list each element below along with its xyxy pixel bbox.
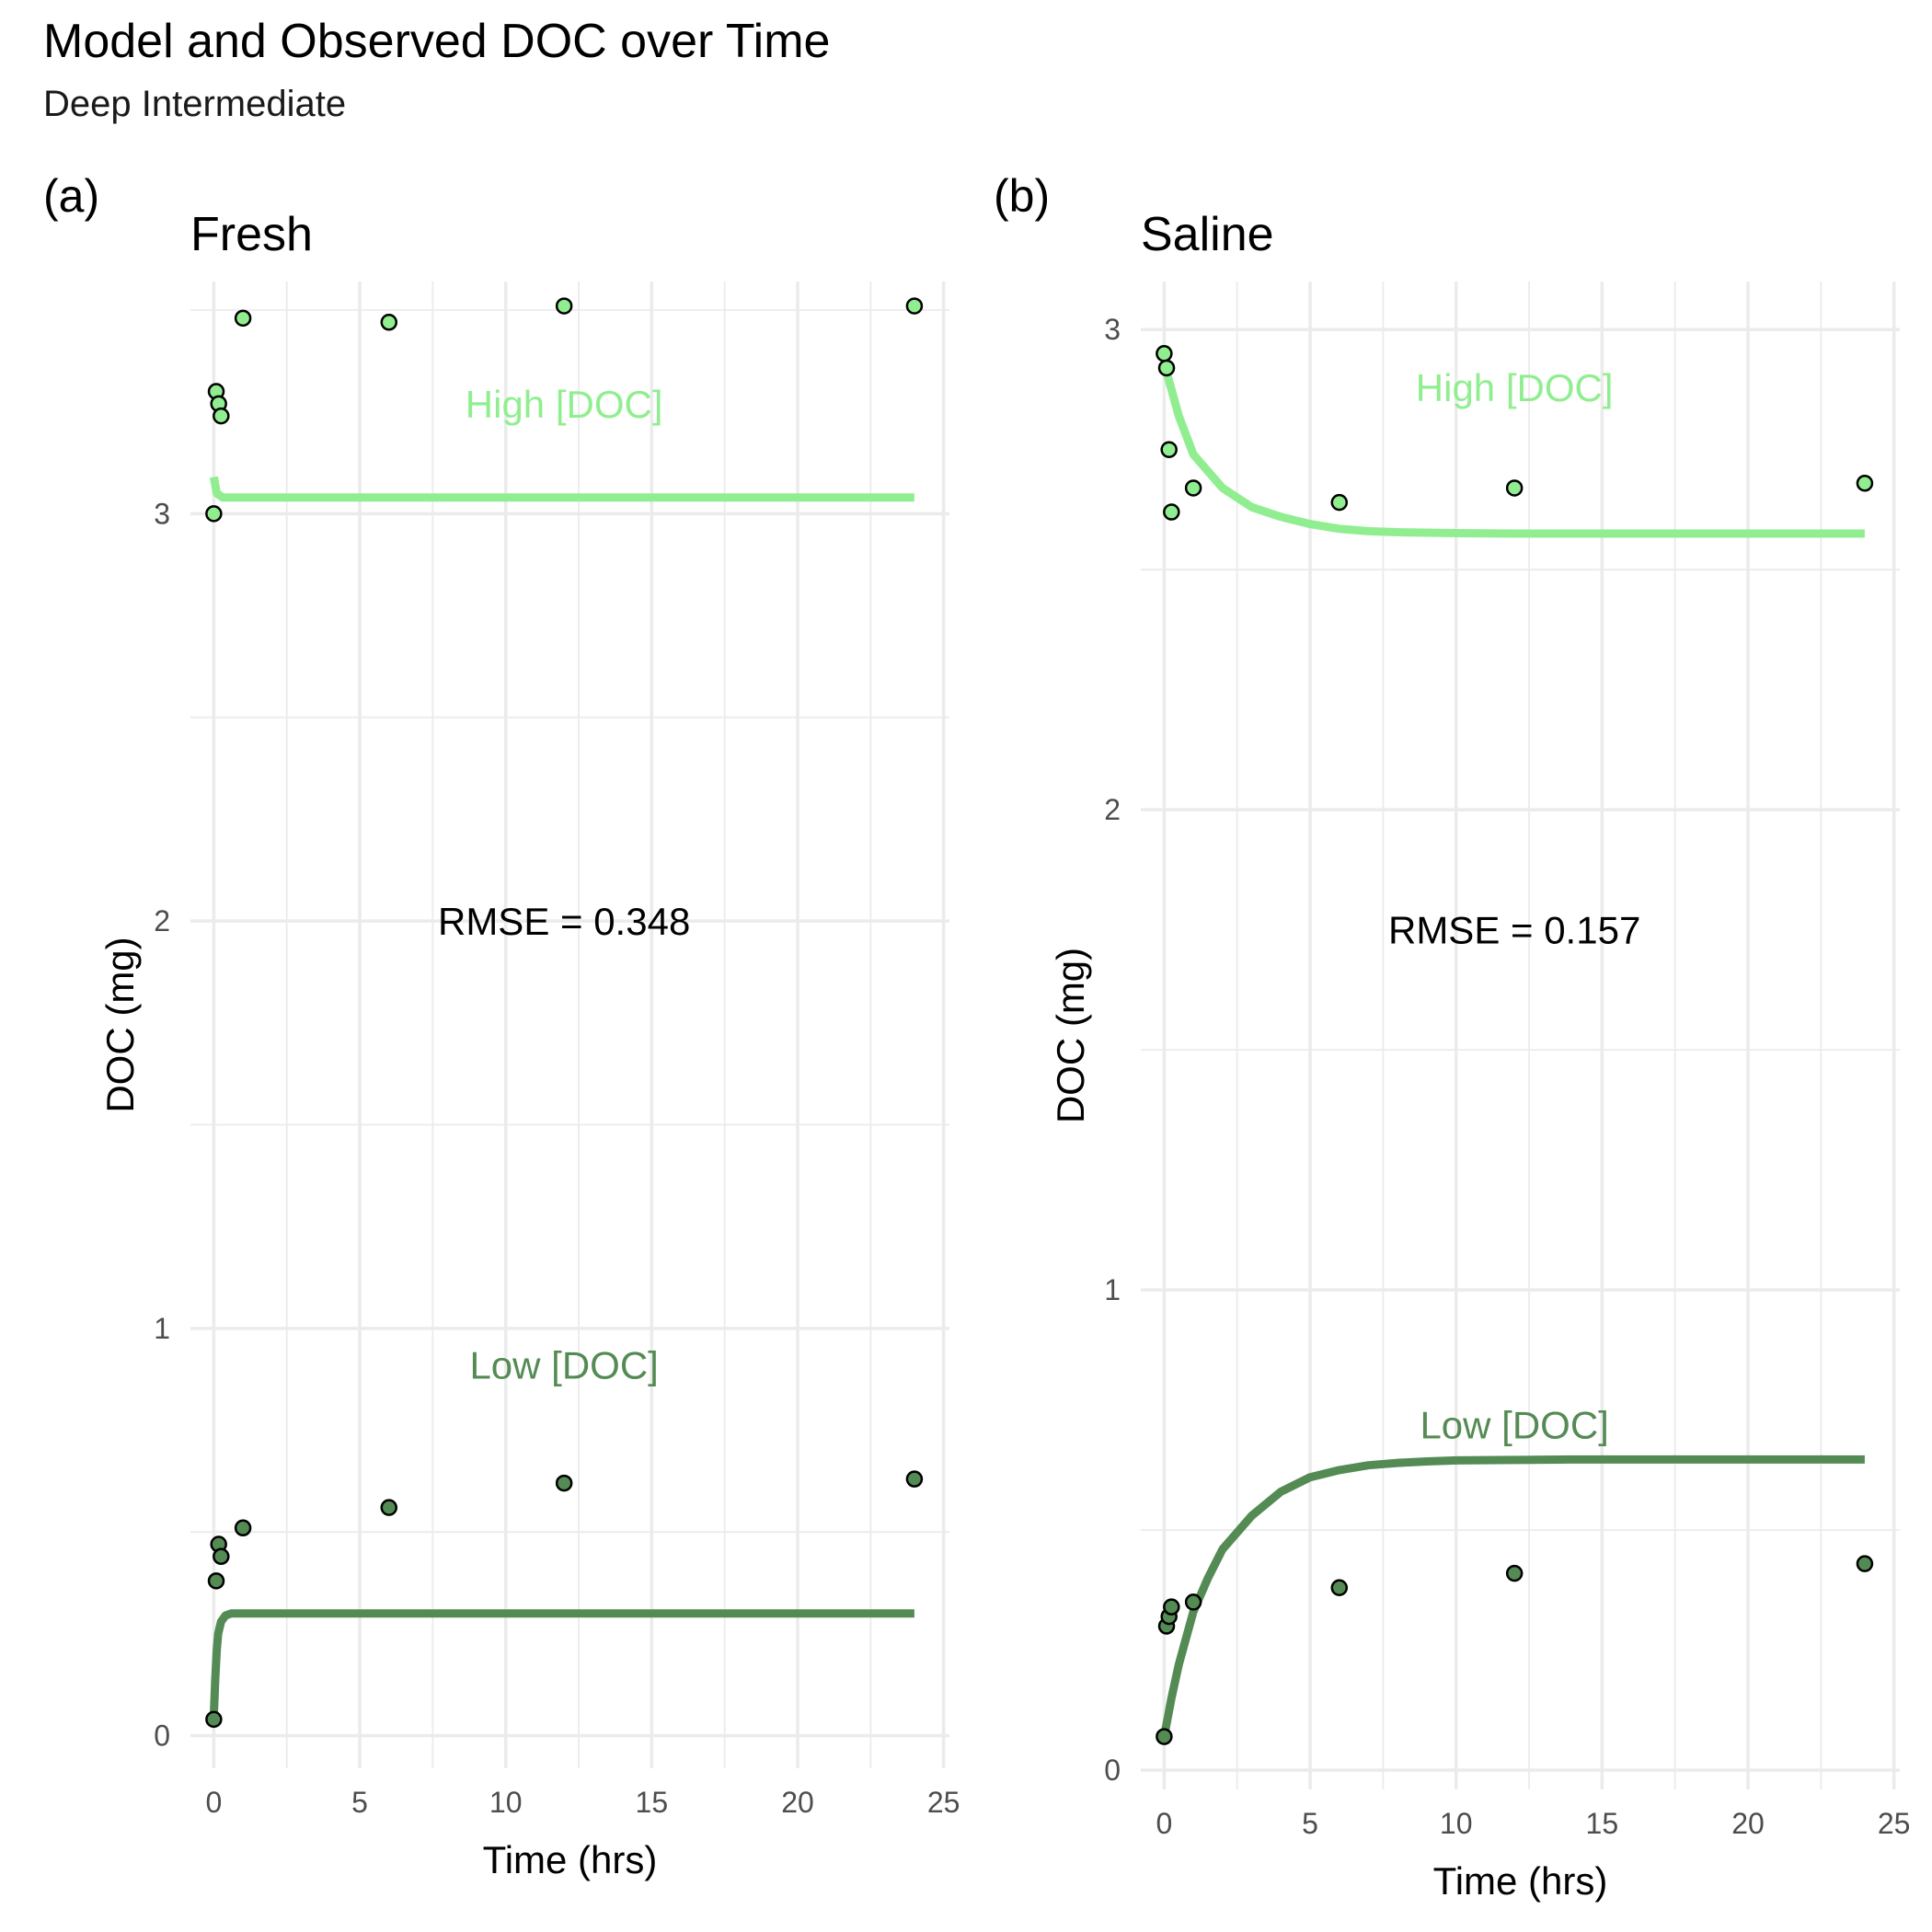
observed-point xyxy=(1330,1579,1349,1597)
x-tick-label: 10 xyxy=(1440,1807,1473,1840)
observed-point xyxy=(1856,474,1874,492)
model-line xyxy=(209,1609,914,1716)
observed-point xyxy=(905,1470,924,1488)
observed-point xyxy=(1184,1593,1202,1611)
x-axis-title: Time (hrs) xyxy=(1433,1859,1608,1903)
x-tick-label: 0 xyxy=(1156,1807,1172,1840)
y-tick-label: 2 xyxy=(154,904,170,937)
panel-tag: (b) xyxy=(994,170,1050,222)
y-tick-label: 0 xyxy=(1104,1754,1121,1787)
y-tick-label: 1 xyxy=(154,1312,170,1345)
x-tick-label: 5 xyxy=(351,1786,368,1819)
observed-point xyxy=(905,297,924,315)
x-tick-label: 20 xyxy=(781,1786,814,1819)
observed-point xyxy=(1505,1564,1524,1582)
y-tick-label: 2 xyxy=(1104,793,1121,826)
series-label: Low [DOC] xyxy=(1420,1403,1608,1446)
x-axis-title: Time (hrs) xyxy=(483,1838,658,1881)
y-tick-label: 1 xyxy=(1104,1273,1121,1306)
observed-point xyxy=(1184,479,1202,497)
observed-point xyxy=(555,297,573,315)
panel-saline: (b) Saline 0 5 10 15 20 25 0 1 2 3 Time (hrs) DOC (mg… xyxy=(994,170,1910,1903)
observed-point xyxy=(1163,1598,1180,1616)
x-tick-label: 20 xyxy=(1731,1807,1765,1840)
panel-tag: (a) xyxy=(43,170,99,222)
observed-point xyxy=(1156,1728,1173,1745)
chart-title: Model and Observed DOC over Time xyxy=(43,15,830,68)
x-tick-label: 10 xyxy=(489,1786,523,1819)
observed-point xyxy=(213,407,230,425)
rmse-label: RMSE = 0.157 xyxy=(1388,909,1640,952)
x-tick-label: 5 xyxy=(1302,1807,1318,1840)
model-line xyxy=(1160,362,1865,538)
observed-point xyxy=(1505,479,1524,497)
observed-point xyxy=(234,309,252,328)
series-label: High [DOC] xyxy=(466,383,663,426)
observed-point xyxy=(1163,503,1180,521)
observed-point xyxy=(1330,493,1349,512)
model-line xyxy=(209,476,914,502)
observed-point xyxy=(1160,441,1178,458)
observed-point xyxy=(380,1499,398,1516)
series-label: High [DOC] xyxy=(1416,366,1614,409)
observed-point xyxy=(234,1519,252,1537)
x-tick-label: 25 xyxy=(1878,1807,1911,1840)
observed-point xyxy=(1856,1555,1874,1572)
y-tick-label: 3 xyxy=(154,497,170,530)
panel-fresh: (a) Fresh 0 5 10 15 20 25 0 1 2 3 Time (hrs) DOC (mg)… xyxy=(43,170,960,1881)
x-tick-label: 15 xyxy=(636,1786,669,1819)
observed-point xyxy=(213,1547,230,1566)
y-axis-title: DOC (mg) xyxy=(1049,948,1092,1123)
panel-title: Fresh xyxy=(190,208,313,261)
x-tick-label: 25 xyxy=(927,1786,960,1819)
observed-point xyxy=(205,505,223,523)
observed-point xyxy=(207,1572,225,1590)
observed-point xyxy=(1157,359,1176,377)
y-tick-label: 3 xyxy=(1104,313,1121,346)
y-axis-title: DOC (mg) xyxy=(98,937,142,1112)
model-line xyxy=(1159,1455,1865,1738)
observed-point xyxy=(205,1710,223,1729)
panel-title: Saline xyxy=(1141,208,1274,261)
observed-point xyxy=(380,314,398,331)
observed-point xyxy=(555,1474,573,1492)
rmse-label: RMSE = 0.348 xyxy=(438,900,690,943)
x-tick-label: 0 xyxy=(205,1786,222,1819)
y-tick-label: 0 xyxy=(154,1719,170,1753)
chart-subtitle: Deep Intermediate xyxy=(43,84,346,124)
series-label: Low [DOC] xyxy=(469,1344,658,1387)
x-tick-label: 15 xyxy=(1586,1807,1619,1840)
observed-point xyxy=(1156,345,1173,362)
